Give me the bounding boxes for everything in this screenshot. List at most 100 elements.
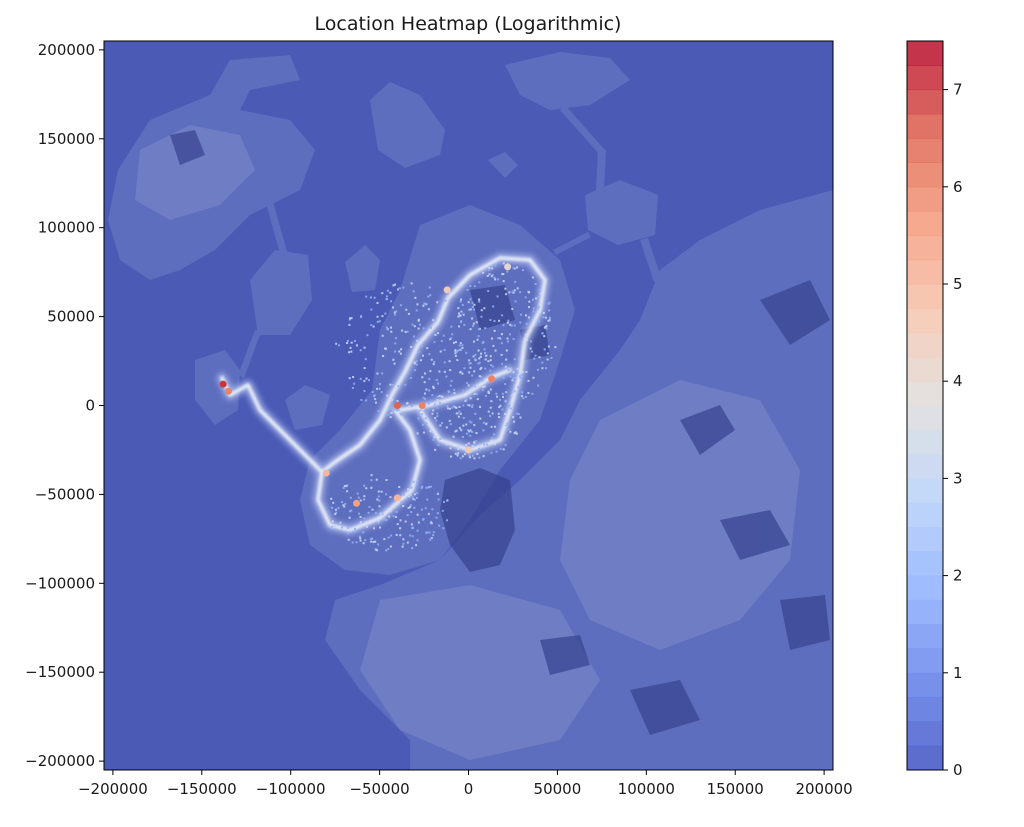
visit-point <box>501 408 504 411</box>
visit-point <box>373 527 376 530</box>
visit-point <box>521 395 524 398</box>
visit-point <box>425 421 428 424</box>
visit-point <box>402 374 405 377</box>
visit-point <box>548 309 551 312</box>
visit-point <box>421 354 424 357</box>
visit-point <box>437 332 440 335</box>
visit-point <box>385 519 388 522</box>
visit-point <box>422 304 425 307</box>
visit-point <box>445 426 448 429</box>
visit-point <box>348 323 351 326</box>
visit-point <box>371 508 374 511</box>
small-isle-2 <box>250 250 312 335</box>
visit-point <box>363 484 366 487</box>
visit-point <box>432 531 435 534</box>
visit-point <box>423 381 426 384</box>
visit-point <box>396 288 399 291</box>
visit-point <box>422 518 425 521</box>
visit-point <box>513 267 516 270</box>
visit-point <box>491 365 494 368</box>
visit-point <box>471 405 474 408</box>
visit-point <box>416 529 419 532</box>
visit-point <box>410 511 413 514</box>
visit-point <box>436 406 439 409</box>
visit-point <box>493 320 496 323</box>
visit-point <box>498 319 501 322</box>
visit-point <box>545 367 548 370</box>
visit-point <box>504 425 507 428</box>
visit-point <box>502 448 505 451</box>
visit-point <box>414 296 417 299</box>
visit-point <box>432 363 435 366</box>
visit-point <box>427 512 430 515</box>
visit-point <box>480 375 483 378</box>
visit-point <box>333 527 336 530</box>
visit-point <box>492 305 495 308</box>
visit-point <box>545 327 548 330</box>
visit-point <box>469 362 472 365</box>
visit-point <box>377 543 380 546</box>
visit-point <box>343 485 346 488</box>
colorbar-tick-label: 0 <box>953 761 963 779</box>
visit-point <box>439 437 442 440</box>
visit-point <box>489 388 492 391</box>
visit-point <box>515 412 518 415</box>
visit-point <box>394 342 397 345</box>
colorbar-level <box>907 235 943 261</box>
visit-point <box>437 498 440 501</box>
hot-spot <box>219 380 227 388</box>
visit-point <box>452 405 455 408</box>
visit-point <box>377 520 380 523</box>
bridge-5 <box>640 238 662 282</box>
visit-point <box>547 319 550 322</box>
visit-point <box>416 539 419 542</box>
visit-point <box>370 474 373 477</box>
visit-point <box>461 455 464 458</box>
visit-point <box>506 422 509 425</box>
colorbar-level <box>907 138 943 163</box>
visit-point <box>389 496 392 499</box>
visit-point <box>432 534 435 537</box>
visit-point <box>480 309 483 312</box>
x-tick-label: 50000 <box>534 780 582 798</box>
visit-point <box>370 540 373 543</box>
colorbar-level <box>907 551 943 577</box>
visit-point <box>447 407 450 410</box>
visit-point <box>468 420 471 423</box>
visit-point <box>471 454 474 457</box>
visit-point <box>460 429 463 432</box>
visit-point <box>444 400 447 403</box>
visit-point <box>441 395 444 398</box>
visit-point <box>449 407 452 410</box>
visit-point <box>487 410 490 413</box>
visit-point <box>343 505 346 508</box>
visit-point <box>374 401 377 404</box>
bridge-1 <box>265 198 288 257</box>
visit-point <box>485 422 488 425</box>
visit-point <box>546 358 549 361</box>
visit-point <box>471 324 474 327</box>
visit-point <box>488 273 491 276</box>
visit-point <box>522 269 525 272</box>
visit-point <box>490 451 493 454</box>
hot-spot <box>322 469 330 477</box>
hot-spot <box>504 263 512 271</box>
visit-point <box>532 307 535 310</box>
visit-point <box>376 320 379 323</box>
visit-point <box>504 399 507 402</box>
visit-point <box>387 536 390 539</box>
visit-point <box>484 378 487 381</box>
visit-point <box>458 344 461 347</box>
visit-point <box>415 363 418 366</box>
visit-point <box>468 362 471 365</box>
visit-point <box>410 405 413 408</box>
visit-point <box>371 537 374 540</box>
visit-point <box>469 434 472 437</box>
x-axis: −200000 −150000 −100000 −50000 0 50000 100000 1… <box>78 770 853 798</box>
visit-point <box>525 370 528 373</box>
visit-point <box>514 431 517 434</box>
visit-point <box>462 389 465 392</box>
visit-point <box>513 324 516 327</box>
visit-point <box>409 534 412 537</box>
y-tick-label: 100000 <box>38 219 95 237</box>
